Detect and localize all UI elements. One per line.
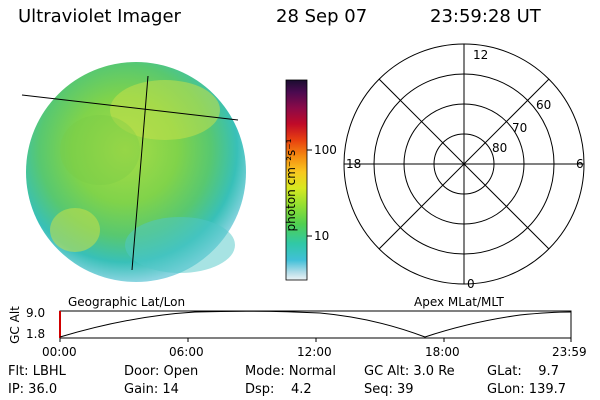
alt-ytick-1-8: 1.8: [26, 327, 46, 341]
glat-info: GLat: 9.7: [487, 364, 559, 379]
geo-label: Geographic Lat/Lon: [68, 295, 186, 309]
colorbar: [285, 79, 312, 281]
ip-info: IP: 36.0: [8, 382, 58, 397]
glon-info: GLon: 139.7: [487, 382, 567, 397]
colorbar-label: photon cm⁻²s⁻¹: [284, 138, 298, 232]
imager-disk: [21, 62, 246, 282]
alt-ylabel: GC Alt: [8, 306, 22, 344]
filter-info: Flt: LBHL: [8, 364, 66, 379]
colorbar-tick-100: 100: [314, 143, 337, 157]
door-info: Door: Open: [124, 364, 199, 379]
lat-70-label: 70: [512, 121, 528, 135]
alt-xtick-1200: 12:00: [297, 345, 332, 359]
alt-xtick-2359: 23:59: [552, 345, 587, 359]
lon-line: [131, 75, 149, 271]
apex-label: Apex MLat/MLT: [414, 295, 504, 309]
altitude-curve: [59, 310, 572, 338]
lat-line: [21, 94, 239, 121]
lat-60-label: 60: [536, 98, 552, 112]
altitude-plot: [59, 310, 572, 342]
polar-plot: [343, 43, 585, 285]
mlt-0-label: 0: [467, 277, 475, 291]
gcalt-info: GC Alt: 3.0 Re: [364, 364, 455, 379]
alt-xtick-0000: 00:00: [42, 345, 77, 359]
dsp-info: Dsp: 4.2: [245, 382, 312, 397]
alt-xtick-0600: 06:00: [169, 345, 204, 359]
date-label: 28 Sep 07: [276, 6, 368, 27]
lat-80-label: 80: [492, 141, 508, 155]
mlt-6-label: 6: [576, 157, 584, 171]
mlt-12-label: 12: [473, 48, 489, 62]
colorbar-tick-10: 10: [314, 229, 330, 243]
seq-info: Seq: 39: [364, 382, 414, 397]
gain-info: Gain: 14: [124, 382, 179, 397]
mlt-18-label: 18: [346, 157, 362, 171]
time-label: 23:59:28 UT: [430, 6, 541, 27]
alt-xtick-1800: 18:00: [425, 345, 460, 359]
alt-ytick-9: 9.0: [26, 306, 46, 320]
app-title: Ultraviolet Imager: [18, 6, 181, 27]
mode-info: Mode: Normal: [245, 364, 336, 379]
